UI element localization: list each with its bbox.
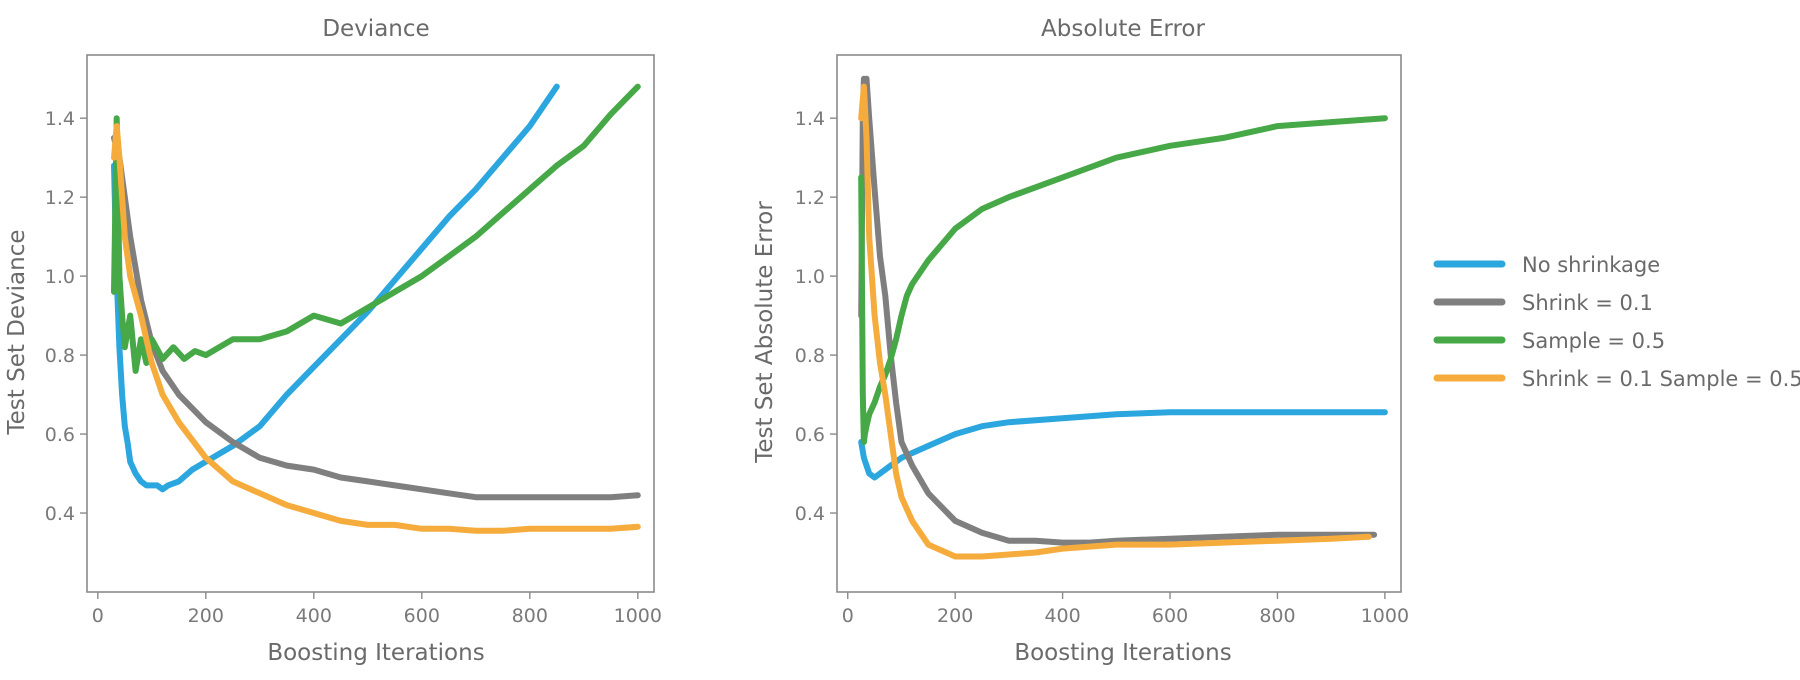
y-tick-label: 0.8 (45, 345, 75, 367)
deviance-chart: Deviance 0 200 400 600 800 1000 0.4 0.6 0.8 1.0 1… (4, 16, 662, 666)
chart-title-deviance: Deviance (322, 16, 429, 42)
x-tick-label: 0 (92, 605, 104, 627)
y-tick-label: 0.8 (795, 345, 825, 367)
x-axis-label-deviance: Boosting Iterations (267, 640, 484, 666)
legend-label: No shrinkage (1522, 253, 1660, 277)
legend-label: Sample = 0.5 (1522, 329, 1665, 353)
legend-label: Shrink = 0.1 Sample = 0.5 (1522, 367, 1800, 391)
y-tick-label: 0.6 (795, 424, 825, 446)
x-tick-label: 1000 (1361, 605, 1409, 627)
legend-item-no-shrinkage: No shrinkage (1433, 253, 1660, 277)
legend-label: Shrink = 0.1 (1522, 291, 1653, 315)
y-axis-label-deviance: Test Set Deviance (4, 229, 30, 435)
series-line-shrink-0-1-sample-0-5-deviance (111, 123, 641, 534)
x-tick-label: 0 (842, 605, 854, 627)
x-tick-label: 400 (296, 605, 332, 627)
series-line-sample-0-5-absolute-error (858, 115, 1388, 445)
x-tick-label: 1000 (614, 605, 662, 627)
x-tick-label: 200 (937, 605, 973, 627)
legend-item-shrink-0-1-sample-0-5: Shrink = 0.1 Sample = 0.5 (1433, 367, 1800, 391)
plot-frame-deviance (86, 54, 655, 593)
y-tick-label: 1.0 (45, 266, 75, 288)
series-line-no-shrinkage-absolute-error (858, 409, 1388, 481)
y-tick-label: 0.6 (45, 424, 75, 446)
legend-item-shrink-0-1: Shrink = 0.1 (1433, 291, 1653, 315)
y-tick-label: 1.2 (795, 187, 825, 209)
legend: No shrinkage Shrink = 0.1 Sample = 0.5 Shri… (1433, 253, 1800, 391)
series-line-no-shrinkage-deviance (111, 83, 560, 493)
legend-item-sample-0-5: Sample = 0.5 (1433, 329, 1665, 353)
plot-frame-absolute-error (836, 54, 1402, 593)
chart-title-absolute-error: Absolute Error (1041, 16, 1205, 42)
y-axis-label-absolute-error: Test Set Absolute Error (752, 201, 778, 464)
y-tick-label: 1.4 (795, 108, 825, 130)
y-tick-label: 1.4 (45, 108, 75, 130)
x-tick-label: 800 (1259, 605, 1295, 627)
absolute-error-chart: Absolute Error 0 200 400 600 800 1000 0.4 0.6 0… (752, 16, 1409, 666)
y-tick-label: 0.4 (45, 503, 75, 525)
series-line-sample-0-5-deviance (111, 83, 641, 374)
x-tick-label: 400 (1044, 605, 1080, 627)
y-tick-label: 1.2 (45, 187, 75, 209)
series-line-shrink-0-1-deviance (111, 134, 641, 501)
y-tick-label: 1.0 (795, 266, 825, 288)
series-line-shrink-0-1-sample-0-5-absolute-error (858, 83, 1372, 560)
y-tick-label: 0.4 (795, 503, 825, 525)
x-tick-label: 800 (512, 605, 548, 627)
x-tick-label: 200 (188, 605, 224, 627)
x-tick-label: 600 (1152, 605, 1188, 627)
x-axis-label-absolute-error: Boosting Iterations (1014, 640, 1231, 666)
x-tick-label: 600 (404, 605, 440, 627)
series-line-shrink-0-1-absolute-error (858, 75, 1378, 546)
